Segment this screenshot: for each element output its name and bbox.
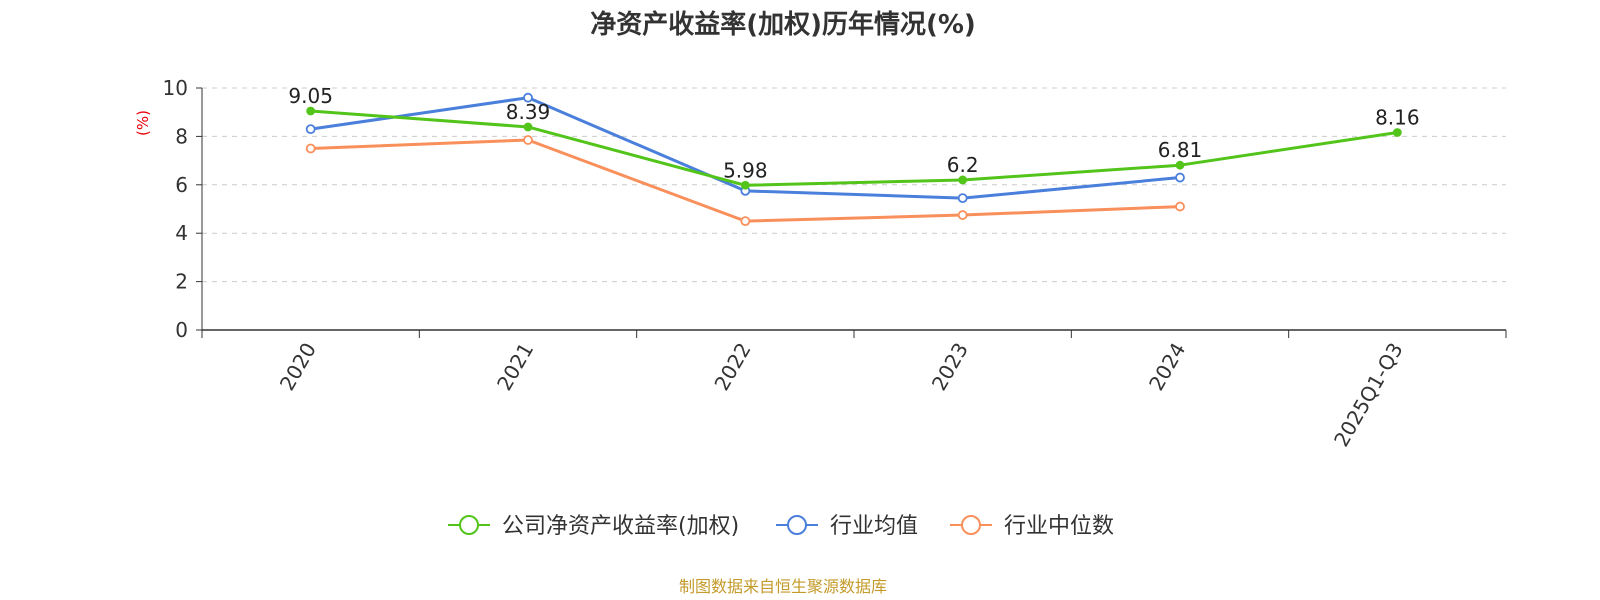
legend-item[interactable]: 公司净资产收益率(加权) bbox=[448, 514, 739, 539]
legend-label: 行业中位数 bbox=[1004, 514, 1114, 539]
legend-marker-icon bbox=[787, 515, 807, 535]
data-labels: 9.05 8.39 5.98 6.2 6.81 8.16 bbox=[288, 84, 1419, 182]
legend-marker-icon bbox=[961, 515, 981, 535]
y-tick-label: 6 bbox=[175, 173, 188, 197]
legend-label: 行业均值 bbox=[830, 514, 918, 539]
series-line-0 bbox=[310, 109, 1398, 187]
data-label: 5.98 bbox=[723, 158, 768, 182]
legend-item[interactable]: 行业均值 bbox=[776, 514, 918, 539]
x-tick-label: 2023 bbox=[927, 339, 973, 395]
y-tick-label: 10 bbox=[163, 76, 188, 100]
data-point[interactable] bbox=[1175, 160, 1185, 170]
x-tick-label: 2022 bbox=[709, 339, 755, 395]
data-label: 6.2 bbox=[947, 153, 979, 177]
data-point[interactable] bbox=[1392, 128, 1402, 137]
x-tick-label: 2021 bbox=[492, 339, 538, 395]
data-point[interactable] bbox=[740, 216, 751, 227]
data-label: 8.39 bbox=[506, 100, 551, 124]
data-point[interactable] bbox=[305, 124, 316, 135]
data-point[interactable] bbox=[523, 122, 533, 132]
data-point[interactable] bbox=[740, 180, 750, 190]
y-tick-label: 8 bbox=[175, 124, 188, 148]
y-tick-label: 4 bbox=[175, 221, 188, 245]
y-tick-label: 2 bbox=[175, 270, 188, 294]
legend: 公司净资产收益率(加权) 行业均值 行业中位数 bbox=[448, 514, 1114, 539]
data-point[interactable] bbox=[305, 143, 316, 154]
legend-marker-icon bbox=[459, 515, 479, 535]
data-label: 8.16 bbox=[1375, 106, 1420, 130]
legend-item[interactable]: 行业中位数 bbox=[950, 514, 1114, 539]
data-point[interactable] bbox=[957, 193, 968, 204]
data-label: 9.05 bbox=[288, 84, 333, 108]
data-point[interactable] bbox=[306, 106, 316, 116]
data-point[interactable] bbox=[1175, 201, 1185, 212]
source-note: 制图数据来自恒生聚源数据库 bbox=[679, 577, 887, 596]
axes: 0 2 4 6 8 10 2020 2021 2022 2023 2024 2025Q1-Q3 bbox=[163, 76, 1507, 451]
x-tick-label: 2024 bbox=[1144, 339, 1190, 395]
data-point[interactable] bbox=[958, 175, 968, 185]
data-point[interactable] bbox=[957, 210, 968, 220]
y-axis-unit-label: (%) bbox=[134, 110, 152, 136]
y-tick-label: 0 bbox=[175, 318, 188, 342]
x-tick-label: 2020 bbox=[275, 339, 321, 395]
data-point[interactable] bbox=[523, 135, 533, 145]
data-label: 6.81 bbox=[1158, 138, 1203, 162]
data-point[interactable] bbox=[1175, 172, 1185, 183]
chart-title: 净资产收益率(加权)历年情况(%) bbox=[590, 9, 976, 40]
legend-label: 公司净资产收益率(加权) bbox=[502, 514, 739, 539]
x-tick-label: 2025Q1-Q3 bbox=[1329, 339, 1408, 451]
data-point[interactable] bbox=[523, 92, 533, 103]
series-lines bbox=[305, 92, 1402, 227]
grid-lines bbox=[202, 87, 1506, 283]
